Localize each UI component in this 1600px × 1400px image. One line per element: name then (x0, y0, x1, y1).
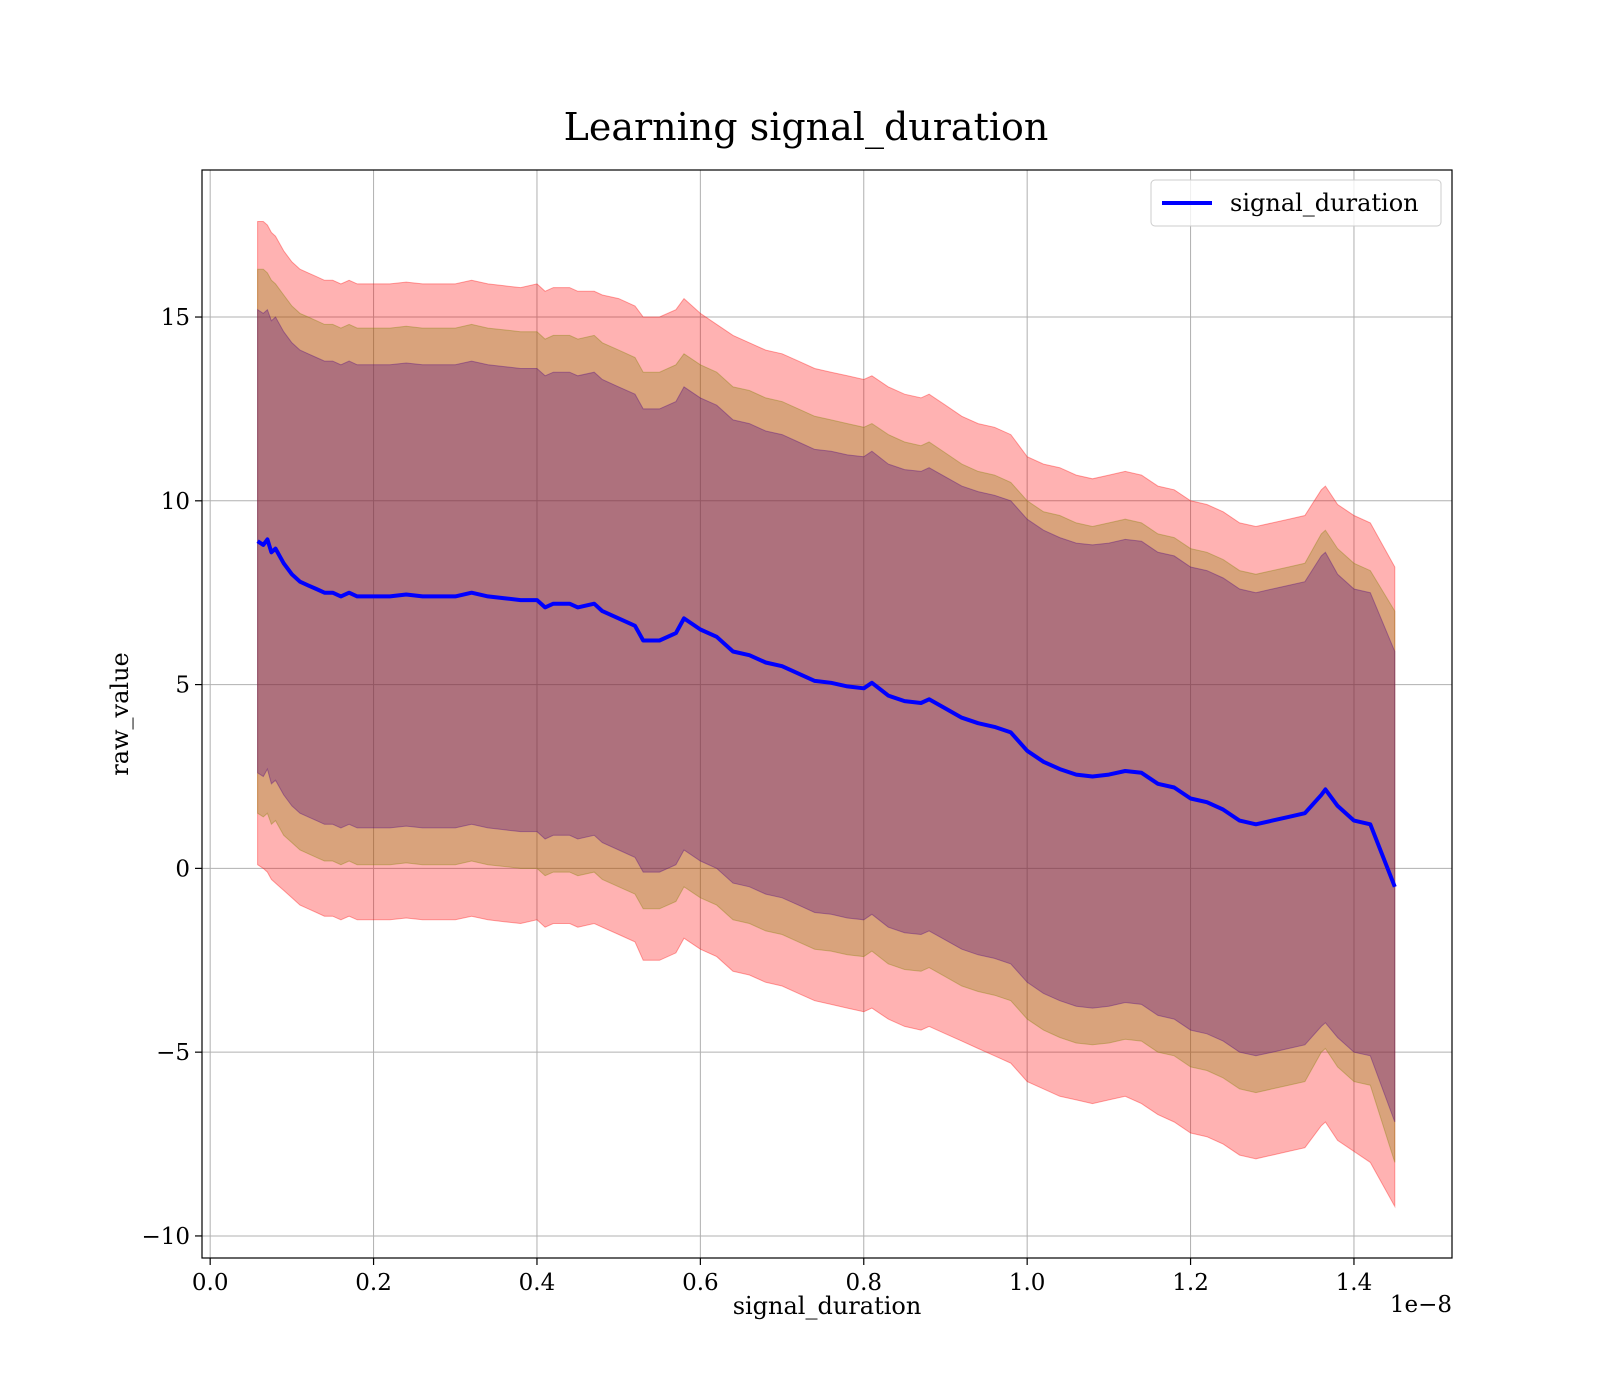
x-tick-label: 1.4 (1336, 1270, 1373, 1296)
y-tick-label: −10 (141, 1224, 190, 1250)
legend-box (1150, 179, 1442, 227)
x-tick-label: 0.6 (682, 1270, 719, 1296)
y-tick-label: 10 (161, 489, 190, 515)
y-axis-label: raw_value (106, 652, 134, 776)
series-line-signal_duration (256, 537, 1397, 888)
x-tick-label: 1.2 (1172, 1270, 1209, 1296)
x-tick-label: 0.8 (845, 1270, 882, 1296)
plot-frame (201, 169, 1453, 1259)
legend: signal_duration (1150, 179, 1442, 227)
x-tick-label: 0.2 (355, 1270, 392, 1296)
y-tick-label: 5 (175, 673, 190, 699)
grid-layer (202, 170, 1452, 1258)
y-tick-label: 0 (175, 856, 190, 882)
inner-band (257, 308, 1396, 1123)
x-tick-label: 0.0 (192, 1270, 229, 1296)
chart-title: Learning signal_duration (564, 105, 1049, 150)
middle-band (257, 268, 1396, 1163)
y-tick-label: 15 (161, 305, 190, 331)
line-layer (256, 537, 1397, 888)
x-axis-label: signal_duration (733, 1292, 922, 1320)
legend-label-signal_duration: signal_duration (1230, 189, 1419, 217)
x-tick-label: 0.4 (519, 1270, 556, 1296)
y-tick-label: −5 (156, 1040, 190, 1066)
tick-layer: 0.0 0.2 0.4 0.6 0.8 1.0 1.2 1.4 15 10 5 0 −5 −10 (141, 305, 1372, 1296)
x-axis-offset-label: 1e−8 (1390, 1292, 1452, 1318)
band-layer (257, 221, 1396, 1209)
outer-band (257, 221, 1396, 1209)
x-tick-label: 1.0 (1009, 1270, 1046, 1296)
